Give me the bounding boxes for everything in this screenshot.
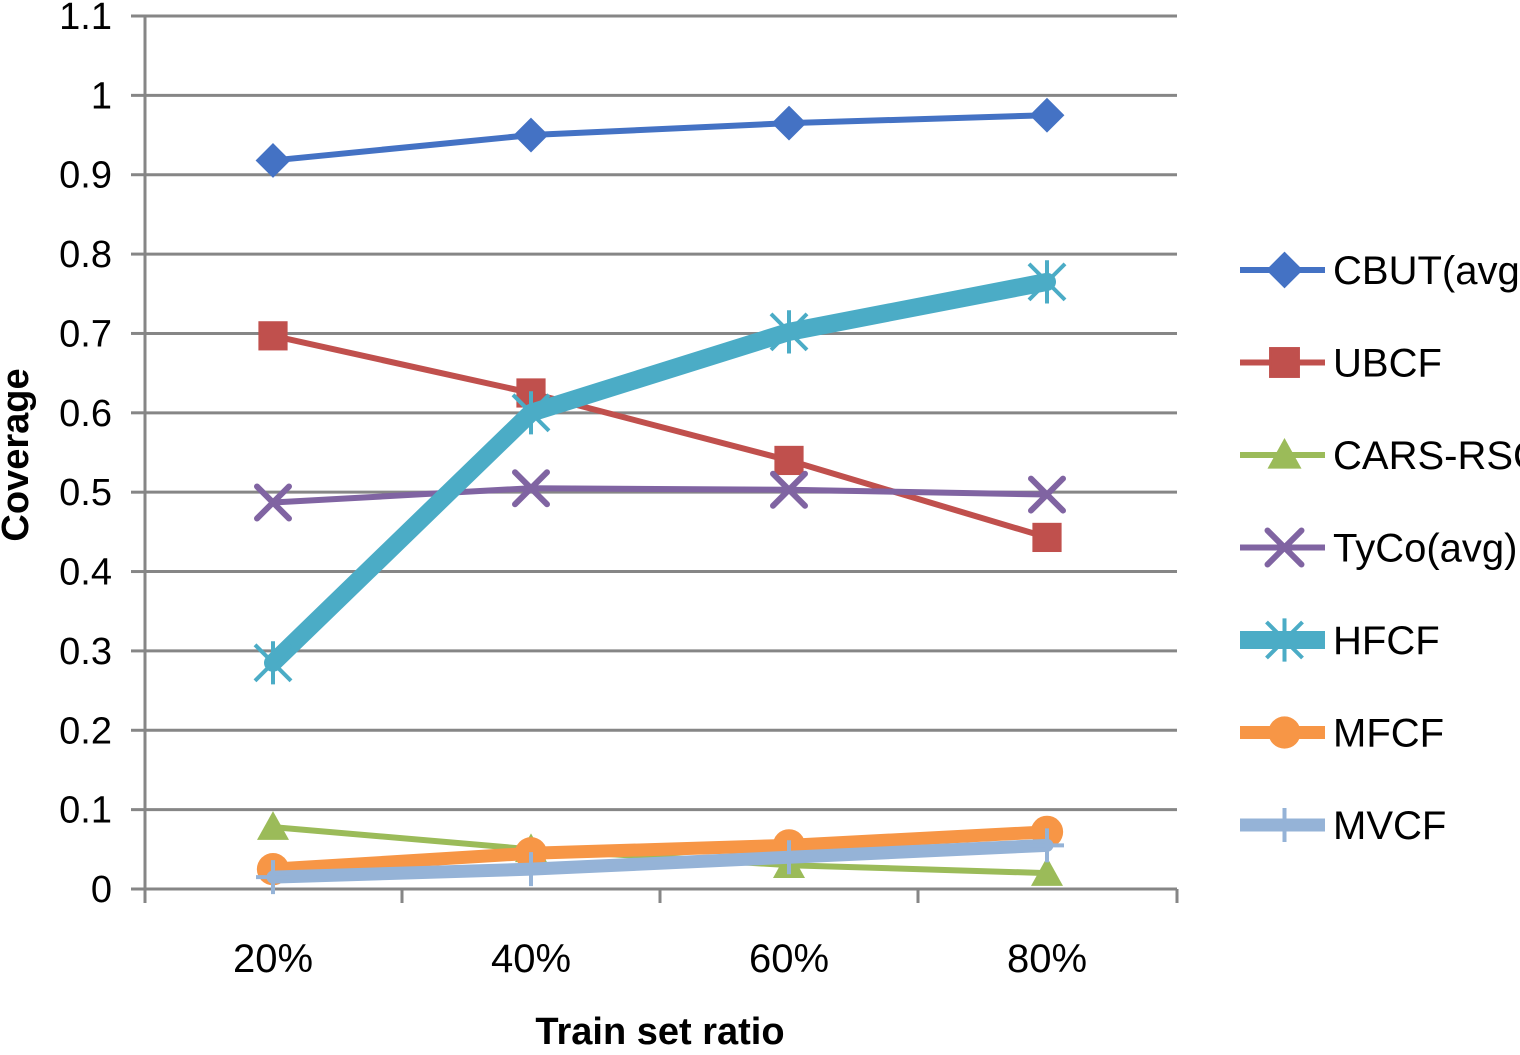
legend-label: CARS-RSCF [1333,434,1520,478]
series-mvcf [256,828,1064,895]
data-point-mvcf [514,852,548,887]
data-point-cars-rscf [1031,857,1063,886]
series-line-hfcf [264,272,1056,672]
x-tick-label: 20% [233,937,313,981]
data-point-mvcf [256,860,290,895]
legend-label: CBUT(avg) [1333,249,1520,293]
series-layer [253,97,1067,895]
data-point-tyco-avg [512,469,550,508]
x-tick-label: 40% [491,937,571,981]
data-point-cars-rscf [257,811,289,840]
legend-marker [1269,347,1300,378]
y-tick-label: 0.8 [59,234,112,276]
axis-layer: 0 0.1 0.2 0.3 0.4 0.5 0.6 0.7 0.8 0.9 1 1.1 20% 40% 60… [59,0,1179,981]
y-tick-label: 0.7 [59,313,112,355]
legend-label: MVCF [1333,804,1446,848]
x-tick-label: 60% [749,937,829,981]
series-ubcf [258,321,1062,553]
data-point-ubcf [1032,522,1062,553]
data-point-mvcf [1030,828,1064,863]
data-point-cbut-avg [255,143,291,178]
series-line-cbut-avg [270,112,1050,164]
series-line-mvcf [266,838,1054,884]
x-axis-title: Train set ratio [535,1011,784,1050]
data-point-ubcf [258,321,288,351]
y-tick-label: 0 [91,869,112,911]
legend-label: TyCo(avg) [1333,527,1518,571]
legend-marker [1267,438,1302,469]
series-line-ubcf [270,332,1050,541]
y-tick-label: 1.1 [59,0,112,38]
legend-item-cars-rscf: CARS-RSCF [1240,434,1520,478]
legend-item-tyco-avg: TyCo(avg) [1240,527,1518,571]
legend-marker [1267,808,1302,842]
series-hfcf [253,260,1067,685]
legend-label: MFCF [1333,712,1444,756]
x-tick-label: 80% [1007,937,1087,981]
legend-item-hfcf: HFCF [1240,618,1440,663]
y-tick-label: 1 [91,75,112,117]
data-point-tyco-avg [254,483,292,522]
data-point-ubcf [774,445,804,476]
y-tick-label: 0.6 [59,393,112,435]
legend-layer: CBUT(avg) UBCF CARS-RSCF TyCo(avg) HFCF MFCF M… [1240,249,1520,848]
legend-item-mfcf: MFCF [1240,712,1444,756]
legend-marker [1266,251,1303,289]
y-tick-label: 0.1 [59,790,112,832]
data-point-tyco-avg [1028,475,1066,514]
series-tyco-avg [254,469,1066,522]
y-axis-title: Coverage [0,368,37,541]
data-point-hfcf [253,641,293,685]
data-point-hfcf [769,310,809,354]
legend-item-ubcf: UBCF [1240,342,1442,386]
grid-layer [145,14,1177,812]
legend-item-mvcf: MVCF [1240,804,1446,848]
y-tick-label: 0.4 [59,552,112,594]
y-tick-label: 0.3 [59,631,112,673]
data-point-cbut-avg [1029,97,1065,133]
legend-label: HFCF [1333,619,1440,663]
y-tick-label: 0.2 [59,710,112,752]
data-point-hfcf [1027,260,1067,304]
series-line-mfcf [266,825,1054,876]
series-line-tyco-avg [270,485,1050,506]
legend-label: UBCF [1333,342,1442,386]
y-tick-label: 0.5 [59,472,112,514]
legend-marker [1265,618,1304,662]
data-point-mvcf [772,840,806,875]
series-cbut-avg [255,97,1065,178]
data-point-tyco-avg [770,470,808,509]
data-point-cbut-avg [771,105,807,141]
legend-marker [1264,527,1305,568]
legend-item-cbut-avg: CBUT(avg) [1240,249,1520,293]
y-tick-label: 0.9 [59,155,112,197]
data-point-cbut-avg [513,117,549,153]
data-point-hfcf [511,391,551,435]
legend-marker [1268,716,1301,749]
